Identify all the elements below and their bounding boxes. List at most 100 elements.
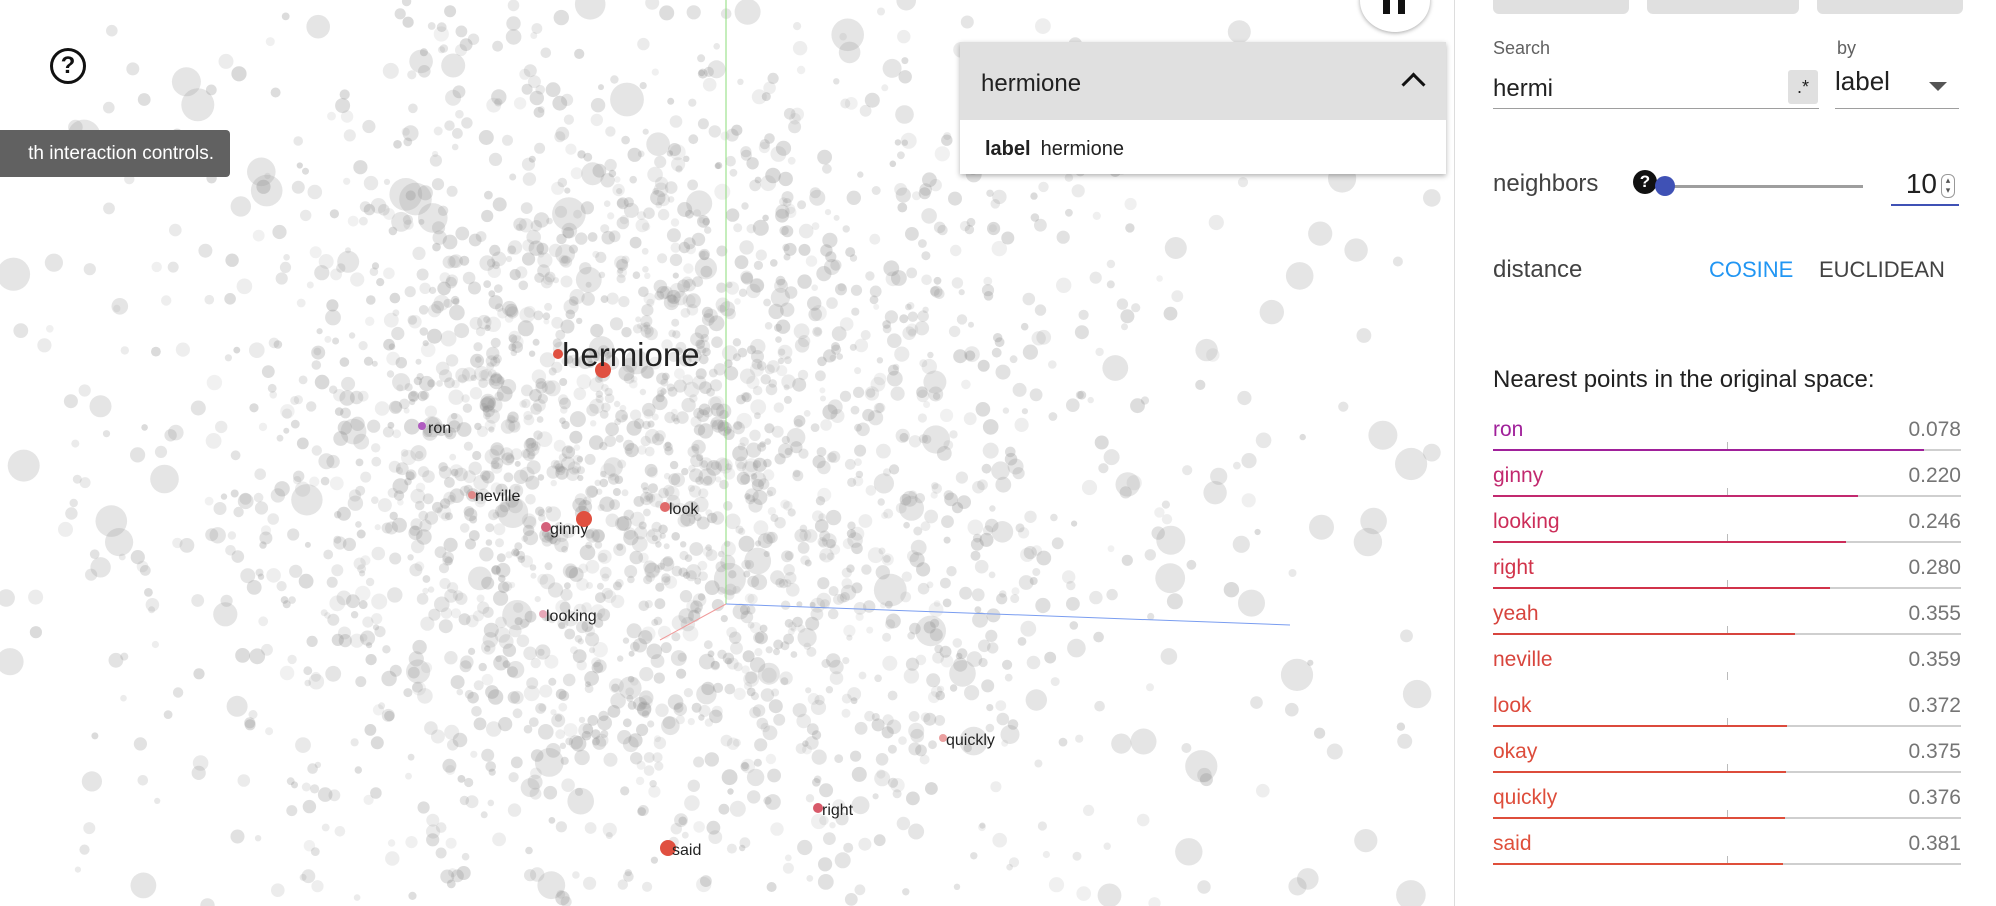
data-point <box>598 271 606 279</box>
neighbor-point[interactable] <box>468 491 476 499</box>
data-point <box>526 442 540 457</box>
point-label: ron <box>428 420 451 437</box>
data-point <box>1288 569 1297 577</box>
data-point <box>838 41 861 64</box>
list-item[interactable]: ginny 0.220 <box>1493 460 1961 506</box>
neighbor-point[interactable] <box>939 734 947 742</box>
data-point <box>220 594 233 607</box>
regex-toggle-button[interactable]: .* <box>1788 70 1818 104</box>
data-point <box>472 610 484 622</box>
data-point <box>386 351 400 366</box>
chevron-up-icon[interactable] <box>1401 72 1426 97</box>
data-point <box>412 246 426 260</box>
list-item[interactable]: look 0.372 <box>1493 690 1961 736</box>
data-point <box>553 460 563 470</box>
data-point <box>638 695 653 710</box>
focus-point[interactable] <box>553 349 563 359</box>
data-point <box>150 464 179 494</box>
selected-point[interactable] <box>576 511 592 527</box>
data-point <box>889 464 900 475</box>
data-point <box>797 200 807 210</box>
neighbor-point[interactable] <box>813 803 823 813</box>
help-icon[interactable]: ? <box>1633 170 1657 194</box>
data-point <box>793 323 810 340</box>
cosine-button[interactable]: COSINE <box>1709 257 1794 282</box>
data-point <box>448 868 458 878</box>
data-point <box>671 565 683 577</box>
data-point <box>534 142 546 154</box>
data-point <box>756 361 767 371</box>
data-point <box>459 38 473 51</box>
spinner-icon[interactable]: ▴ ▾ <box>1941 174 1955 198</box>
data-point <box>614 255 628 270</box>
data-point <box>604 158 617 172</box>
data-point <box>846 634 853 641</box>
list-item[interactable]: looking 0.246 <box>1493 506 1961 552</box>
list-item[interactable]: right 0.280 <box>1493 552 1961 598</box>
list-item[interactable]: quickly 0.376 <box>1493 782 1961 828</box>
neighbors-slider-thumb[interactable] <box>1655 176 1675 196</box>
data-point <box>519 618 530 628</box>
data-point <box>205 84 217 96</box>
neighbor-point[interactable] <box>418 422 426 430</box>
neighbor-point[interactable] <box>541 522 551 532</box>
data-point <box>491 565 501 575</box>
data-point <box>595 592 606 603</box>
data-point <box>179 538 195 553</box>
help-icon[interactable]: ? <box>50 48 86 84</box>
data-point <box>689 485 702 498</box>
search-by-select[interactable]: label <box>1835 66 1959 109</box>
data-point <box>708 315 725 332</box>
data-point <box>485 761 497 772</box>
neighbors-slider-track[interactable] <box>1665 185 1863 188</box>
point-cloud[interactable]: ronnevilleginnylooklookingquicklyrightsa… <box>0 0 1454 906</box>
neighbor-point[interactable] <box>660 840 676 856</box>
top-button-3[interactable] <box>1817 0 1963 14</box>
list-item[interactable]: yeah 0.355 <box>1493 598 1961 644</box>
data-point <box>696 684 717 705</box>
search-input[interactable] <box>1493 70 1819 109</box>
data-point <box>432 501 443 513</box>
data-point <box>534 748 564 777</box>
data-point <box>608 473 620 485</box>
data-point <box>523 646 537 661</box>
neighbors-number-input[interactable]: 10 ▴ ▾ <box>1891 166 1959 206</box>
search-results-dropdown[interactable]: hermione label hermione <box>960 42 1446 174</box>
data-point <box>389 511 398 521</box>
neighbor-point[interactable] <box>660 502 670 512</box>
data-point <box>561 255 569 264</box>
data-point <box>505 551 513 559</box>
data-point <box>258 422 268 432</box>
data-point <box>991 461 1010 481</box>
data-point <box>907 631 916 640</box>
neighbor-name: okay <box>1493 740 1538 763</box>
data-point <box>513 97 527 110</box>
data-point <box>682 374 694 386</box>
list-item[interactable]: neville 0.359 <box>1493 644 1961 690</box>
top-button-2[interactable] <box>1647 0 1799 14</box>
selected-point[interactable] <box>595 362 611 378</box>
data-point <box>389 400 403 414</box>
euclidean-button[interactable]: EUCLIDEAN <box>1819 257 1945 282</box>
data-point <box>874 674 882 683</box>
data-point <box>522 172 537 186</box>
neighbor-point[interactable] <box>539 610 547 618</box>
list-item[interactable]: ron 0.078 <box>1493 414 1961 460</box>
data-point <box>483 411 491 420</box>
list-item[interactable]: said 0.381 <box>1493 828 1961 874</box>
data-point <box>498 634 514 649</box>
list-item[interactable]: okay 0.375 <box>1493 736 1961 782</box>
data-point <box>244 717 256 729</box>
data-point <box>705 549 718 561</box>
dropdown-header[interactable]: hermione <box>960 42 1446 120</box>
data-point <box>554 463 564 473</box>
data-point <box>646 528 662 545</box>
data-point <box>1071 520 1078 527</box>
data-point <box>1094 435 1109 450</box>
dropdown-option[interactable]: label hermione <box>985 138 1124 161</box>
embedding-projector-canvas[interactable]: ron neville ginny look looking quickly right sa… <box>0 0 1454 906</box>
top-button-1[interactable] <box>1493 0 1629 14</box>
data-point <box>841 567 852 578</box>
data-point <box>735 456 748 469</box>
data-point <box>829 354 837 362</box>
